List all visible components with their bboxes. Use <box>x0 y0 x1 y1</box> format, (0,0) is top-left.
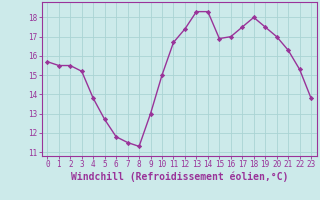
X-axis label: Windchill (Refroidissement éolien,°C): Windchill (Refroidissement éolien,°C) <box>70 172 288 182</box>
